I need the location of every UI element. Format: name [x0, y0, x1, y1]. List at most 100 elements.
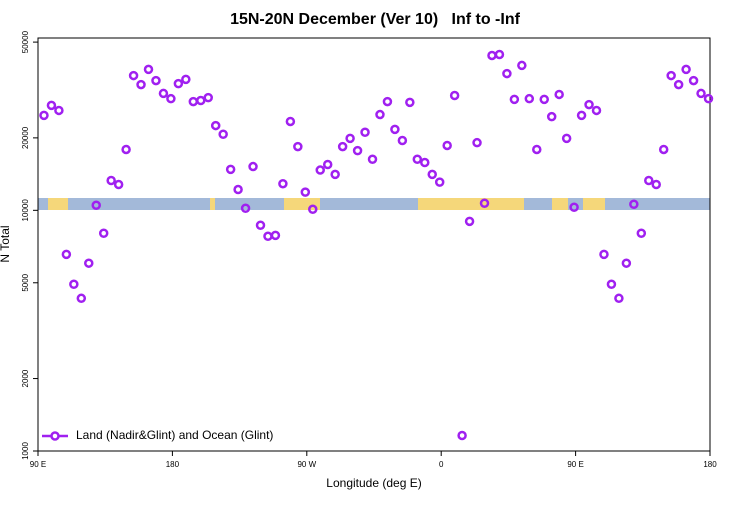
- y-tick-label: 50000: [21, 30, 30, 53]
- point: [278, 178, 288, 189]
- point: [337, 141, 348, 152]
- point: [658, 144, 669, 155]
- point: [509, 94, 520, 105]
- point: [599, 249, 609, 260]
- land: [284, 198, 320, 210]
- point: [621, 258, 632, 268]
- point: [308, 204, 318, 215]
- point: [636, 228, 647, 239]
- point: [644, 175, 654, 186]
- y-tick-label: 10000: [21, 199, 30, 222]
- point: [46, 100, 57, 111]
- point: [352, 145, 363, 156]
- land: [583, 198, 605, 210]
- point: [360, 127, 370, 138]
- point: [173, 78, 184, 89]
- legend-label: Land (Nadir&Glint) and Ocean (Glint): [76, 428, 273, 442]
- x-axis-label: Longitude (deg E): [326, 476, 421, 490]
- point: [322, 159, 333, 170]
- point: [91, 200, 101, 210]
- point: [546, 111, 557, 122]
- point: [666, 70, 676, 81]
- point: [136, 79, 146, 90]
- point: [39, 110, 49, 121]
- point: [629, 199, 639, 209]
- point: [434, 177, 445, 187]
- point: [210, 120, 221, 131]
- point: [606, 279, 617, 289]
- point: [128, 70, 139, 81]
- point: [472, 137, 482, 148]
- x-tick-label: 180: [703, 460, 717, 469]
- point: [143, 64, 154, 75]
- land: [552, 198, 568, 210]
- point: [233, 184, 243, 195]
- point: [54, 105, 64, 116]
- point: [367, 154, 378, 165]
- point: [76, 293, 87, 304]
- point: [375, 109, 385, 120]
- point: [442, 140, 452, 151]
- point: [412, 154, 423, 165]
- point: [98, 228, 109, 239]
- point: [158, 88, 169, 99]
- y-axis-label: N Total: [0, 225, 12, 262]
- point: [561, 133, 572, 144]
- point: [345, 133, 355, 144]
- point: [457, 430, 467, 441]
- point: [151, 75, 161, 86]
- point: [614, 293, 624, 304]
- point: [113, 179, 124, 190]
- point: [681, 64, 691, 75]
- ocean: [38, 198, 710, 210]
- point: [330, 169, 340, 180]
- point: [569, 202, 579, 212]
- point: [225, 164, 236, 175]
- point: [405, 97, 415, 108]
- point: [166, 93, 176, 104]
- point: [270, 230, 281, 241]
- map-strip: [38, 198, 710, 210]
- x-tick-label: 0: [439, 460, 444, 469]
- point: [69, 279, 79, 289]
- x-tick-label: 180: [166, 460, 180, 469]
- y-tick-label: 5000: [21, 273, 30, 291]
- point: [494, 49, 505, 60]
- point: [84, 258, 94, 268]
- point: [196, 95, 206, 106]
- point: [61, 249, 72, 260]
- point: [696, 88, 706, 99]
- y-tick-label: 20000: [21, 126, 30, 149]
- point: [584, 99, 594, 110]
- point: [532, 144, 542, 155]
- point: [576, 110, 587, 121]
- point: [673, 79, 684, 90]
- point: [651, 179, 661, 190]
- point: [390, 124, 400, 135]
- point: [240, 203, 251, 214]
- point: [248, 161, 258, 172]
- point: [255, 220, 266, 230]
- y-tick-label: 2000: [21, 369, 30, 387]
- point: [524, 93, 535, 104]
- point: [181, 74, 191, 85]
- point: [449, 90, 460, 101]
- legend-marker: [50, 431, 60, 441]
- point: [121, 144, 131, 155]
- point: [285, 116, 296, 127]
- point: [315, 165, 325, 175]
- point: [502, 68, 512, 79]
- point: [106, 175, 116, 186]
- point: [427, 169, 437, 180]
- point: [539, 94, 549, 105]
- x-tick-label: 90 E: [30, 460, 46, 469]
- land: [48, 198, 68, 210]
- y-tick-label: 1000: [21, 442, 30, 460]
- point: [203, 92, 213, 103]
- point: [420, 157, 430, 168]
- point: [703, 93, 714, 104]
- land: [418, 198, 524, 210]
- point: [591, 105, 602, 116]
